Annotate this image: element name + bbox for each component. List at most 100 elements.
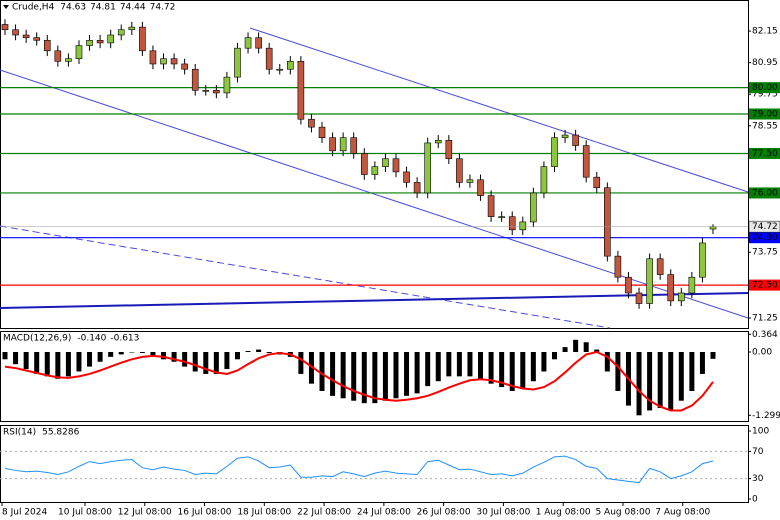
macd-bar xyxy=(203,351,209,374)
level-label: 80.00 xyxy=(752,83,778,93)
macd-bar xyxy=(573,339,579,352)
y-tick-label: 70 xyxy=(752,447,764,457)
macd-bar xyxy=(65,351,71,377)
header-value: 74.81 xyxy=(90,3,116,13)
candle-body xyxy=(339,137,347,152)
macd-bar xyxy=(2,351,8,360)
candle-body xyxy=(561,134,569,138)
candle-body xyxy=(234,47,241,78)
candle-body xyxy=(181,63,188,70)
macd-bar xyxy=(404,351,410,396)
macd-bar xyxy=(382,351,388,401)
panel-title: MACD(12,26,9) xyxy=(3,334,71,344)
candle-body xyxy=(371,166,379,175)
macd-bar xyxy=(499,351,505,388)
macd-bar xyxy=(171,351,177,362)
macd-bar xyxy=(224,351,230,370)
y-tick-label: 100 xyxy=(752,426,769,436)
macd-signal xyxy=(4,350,714,412)
macd-bar xyxy=(467,351,473,377)
header-value: 74.63 xyxy=(60,3,86,13)
macd-bar xyxy=(139,351,145,353)
collapse-icon[interactable] xyxy=(3,5,9,9)
macd-bar xyxy=(298,351,304,374)
rsi-panel xyxy=(0,425,749,503)
candle-body xyxy=(139,26,146,52)
macd-bar xyxy=(668,351,674,411)
x-tick-label: 24 Jul 08:00 xyxy=(357,508,411,518)
x-tick-label: 10 Jul 08:00 xyxy=(58,508,112,518)
macd-bar xyxy=(636,351,642,416)
candle-body xyxy=(593,176,601,188)
candle-body xyxy=(287,61,294,70)
candle-body xyxy=(265,47,273,70)
macd-bar xyxy=(76,351,82,372)
candle-body xyxy=(12,29,19,36)
level-label-box xyxy=(749,232,780,244)
x-tick-label: 26 Jul 08:00 xyxy=(417,508,471,518)
candle-body xyxy=(350,137,358,154)
candle-body xyxy=(54,50,62,62)
candle-body xyxy=(75,45,83,60)
candle-body xyxy=(434,140,442,144)
macd-bar xyxy=(87,351,93,367)
candle-body xyxy=(382,158,389,167)
macd-bar xyxy=(615,351,621,391)
candle-body xyxy=(656,258,664,275)
candle-body xyxy=(160,58,167,65)
candle-body xyxy=(403,171,410,183)
macd-bar xyxy=(647,351,653,411)
candle-body xyxy=(392,158,400,173)
header-value: -0.613 xyxy=(110,334,139,344)
macd-bar xyxy=(710,351,716,359)
y-tick-label: 82.15 xyxy=(752,27,778,37)
macd-bar xyxy=(308,351,314,384)
y-tick-label: 71.25 xyxy=(752,313,778,323)
candle-body xyxy=(107,34,114,44)
candle-body xyxy=(117,29,125,36)
level-label: 72.50 xyxy=(752,281,778,291)
level-label: 77.50 xyxy=(752,149,778,159)
header-value: -0.140 xyxy=(77,334,106,344)
x-tick-label: 7 Aug 08:00 xyxy=(655,508,710,518)
header-value: 55.8286 xyxy=(42,428,79,438)
candle-body xyxy=(498,216,505,218)
last-price-label: 74.72 xyxy=(752,222,778,232)
candle-body xyxy=(86,39,93,46)
macd-bar xyxy=(657,351,663,409)
level-label-box xyxy=(749,82,780,94)
macd-bar xyxy=(551,351,557,360)
macd-bar xyxy=(678,351,684,401)
panel-title: Crude,H4 xyxy=(12,3,55,13)
candle-body xyxy=(276,68,284,71)
macd-bar xyxy=(425,351,431,387)
level-label-box xyxy=(749,279,780,291)
level-label: 79.00 xyxy=(752,109,778,119)
candle-body xyxy=(456,158,463,183)
macd-bar xyxy=(23,351,29,370)
x-tick-label: 16 Jul 08:00 xyxy=(178,508,232,518)
y-tick-label: 0.00 xyxy=(752,347,772,357)
header-value: 74.44 xyxy=(120,3,146,13)
x-tick-label: 18 Jul 08:00 xyxy=(237,508,291,518)
macd-bar xyxy=(488,351,494,384)
macd-bar xyxy=(330,351,336,396)
macd-bar xyxy=(446,351,452,377)
macd-bar xyxy=(213,351,219,374)
macd-bar xyxy=(594,349,600,352)
candle-body xyxy=(33,37,41,41)
candle-body xyxy=(604,187,611,257)
macd-bar xyxy=(414,351,420,394)
rsi-line xyxy=(4,455,714,484)
macd-bar xyxy=(541,351,547,372)
candle-body xyxy=(530,192,537,223)
macd-bar xyxy=(55,351,61,379)
dashed-trend xyxy=(0,225,611,329)
macd-bar xyxy=(689,351,695,391)
candle-body xyxy=(329,137,336,152)
candle-body xyxy=(582,145,590,178)
macd-bar xyxy=(234,351,240,360)
candle-body xyxy=(445,140,453,160)
y-tick-label: 0 xyxy=(752,495,758,505)
candle-body xyxy=(625,276,632,294)
